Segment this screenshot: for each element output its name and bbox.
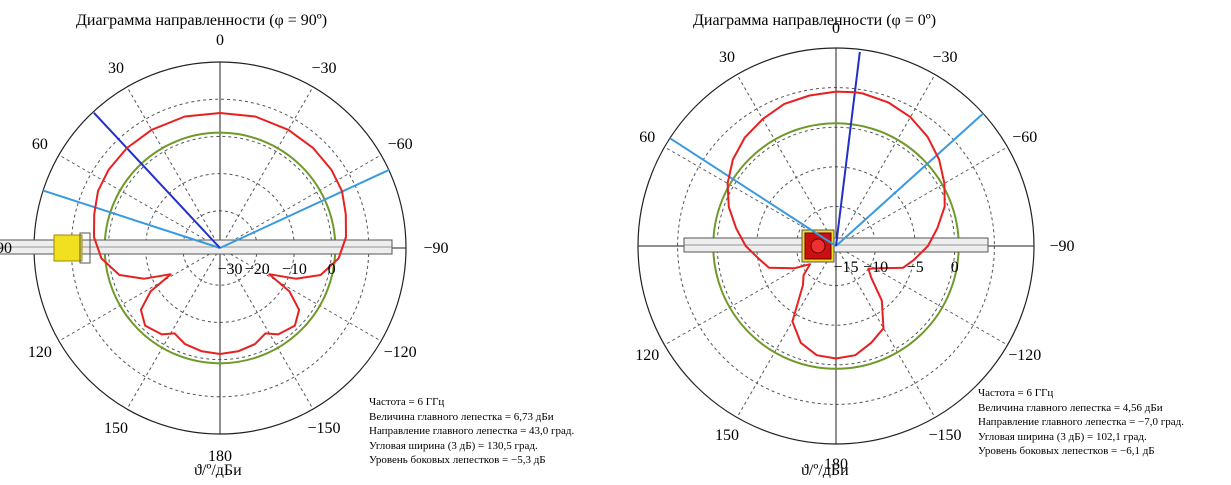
angle-tick-label: 120 <box>28 344 52 361</box>
angle-tick-label: 0 <box>832 20 840 37</box>
main-lobe-line <box>93 112 221 249</box>
info-main-lobe-direction: Направление главного лепестка = 43,0 гра… <box>369 425 575 437</box>
angle-tick-label: −150 <box>928 427 961 444</box>
grid-spoke <box>835 245 936 418</box>
angle-tick-label: −30 <box>932 49 957 66</box>
chart-title: Диаграмма направленности (φ = 90º) <box>76 12 328 29</box>
radial-tick-label: −10 <box>282 261 307 278</box>
info-main-lobe-magnitude: Величина главного лепестка = 6,73 дБи <box>369 410 554 423</box>
axis-label: ϑ/º/дБи <box>801 462 849 479</box>
angle-tick-label: −90 <box>423 240 448 257</box>
antenna-feed <box>53 234 83 262</box>
grid-spoke <box>58 154 221 249</box>
info-main-lobe-direction: Направление главного лепестка = −7,0 гра… <box>978 416 1184 428</box>
grid-spoke <box>219 247 314 410</box>
grid-spoke <box>126 86 221 249</box>
antenna-feed-frame <box>79 232 91 264</box>
angle-tick-label: −120 <box>384 344 417 361</box>
info-beamwidth: Угловая ширина (3 дБ) = 130,5 град. <box>369 439 538 452</box>
angle-tick-label: 180 <box>208 448 232 465</box>
angle-tick-label: 30 <box>719 49 735 66</box>
angle-tick-label: 180 <box>824 456 848 473</box>
main-lobe-line <box>835 51 861 247</box>
axis-label: ϑ/º/дБи <box>194 462 242 479</box>
radial-tick-label: 0 <box>328 261 336 278</box>
angle-tick-label: 120 <box>635 347 659 364</box>
info-side-lobe-level: Уровень боковых лепестков = −5,3 дБ <box>369 454 546 466</box>
chart-title: Диаграмма направленности (φ = 0º) <box>693 12 937 29</box>
info-beamwidth: Угловая ширина (3 дБ) = 102,1 град. <box>978 430 1147 443</box>
angle-tick-label: −60 <box>388 136 413 153</box>
beamwidth-line <box>835 112 984 247</box>
info-main-lobe-magnitude: Величина главного лепестка = 4,56 дБи <box>978 401 1163 414</box>
grid-spoke <box>219 247 382 342</box>
info-frequency: Частота = 6 ГГц <box>369 396 445 408</box>
radial-tick-label: −30 <box>217 261 242 278</box>
grid-spoke <box>835 74 936 247</box>
info-side-lobe-level: Уровень боковых лепестков = −6,1 дБ <box>978 445 1155 457</box>
angle-tick-label: −120 <box>1008 347 1041 364</box>
angle-tick-label: 90 <box>0 240 12 257</box>
angle-tick-label: −90 <box>1049 238 1074 255</box>
radial-tick-label: −20 <box>245 261 270 278</box>
radial-tick-label: 0 <box>951 259 959 276</box>
radiation-pattern-curve <box>726 90 946 360</box>
beamwidth-line <box>219 169 390 249</box>
angle-tick-label: −60 <box>1012 129 1037 146</box>
angle-tick-label: −150 <box>307 420 340 437</box>
grid-spoke <box>126 247 221 410</box>
beamwidth-line <box>669 137 837 247</box>
grid-spoke <box>58 247 221 342</box>
radiation-pattern-curve <box>93 112 347 355</box>
polar-plot-area: 030−3060−6090−90120−120150−150180−15−10−… <box>635 20 1074 473</box>
beamwidth-line <box>42 189 221 249</box>
grid-spoke <box>219 154 382 249</box>
angle-tick-label: 0 <box>216 32 224 49</box>
grid-spoke <box>835 146 1008 247</box>
grid-spoke <box>736 74 837 247</box>
angle-tick-label: −30 <box>311 60 336 77</box>
radial-tick-label: −15 <box>833 259 858 276</box>
radial-tick-label: −10 <box>863 259 888 276</box>
angle-tick-label: 150 <box>104 420 128 437</box>
angle-tick-label: 30 <box>108 60 124 77</box>
antenna-patch-center <box>810 238 826 254</box>
grid-spoke <box>736 245 837 418</box>
info-block: Частота = 6 ГГц Величина главного лепест… <box>369 395 574 468</box>
radial-tick-label: −5 <box>907 259 924 276</box>
angle-tick-label: 60 <box>639 129 655 146</box>
polar-chart-right: Диаграмма направленности (φ = 0º) 0 30 −30… <box>620 0 1231 485</box>
grid-spoke <box>219 86 314 249</box>
info-frequency: Частота = 6 ГГц <box>978 387 1054 399</box>
angle-tick-label: 150 <box>715 427 739 444</box>
angle-tick-label: 60 <box>32 136 48 153</box>
polar-chart-left: Диаграмма направленности (φ = 90º) 0 30 −3… <box>0 12 574 479</box>
info-block: Частота = 6 ГГц Величина главного лепест… <box>978 386 1184 459</box>
